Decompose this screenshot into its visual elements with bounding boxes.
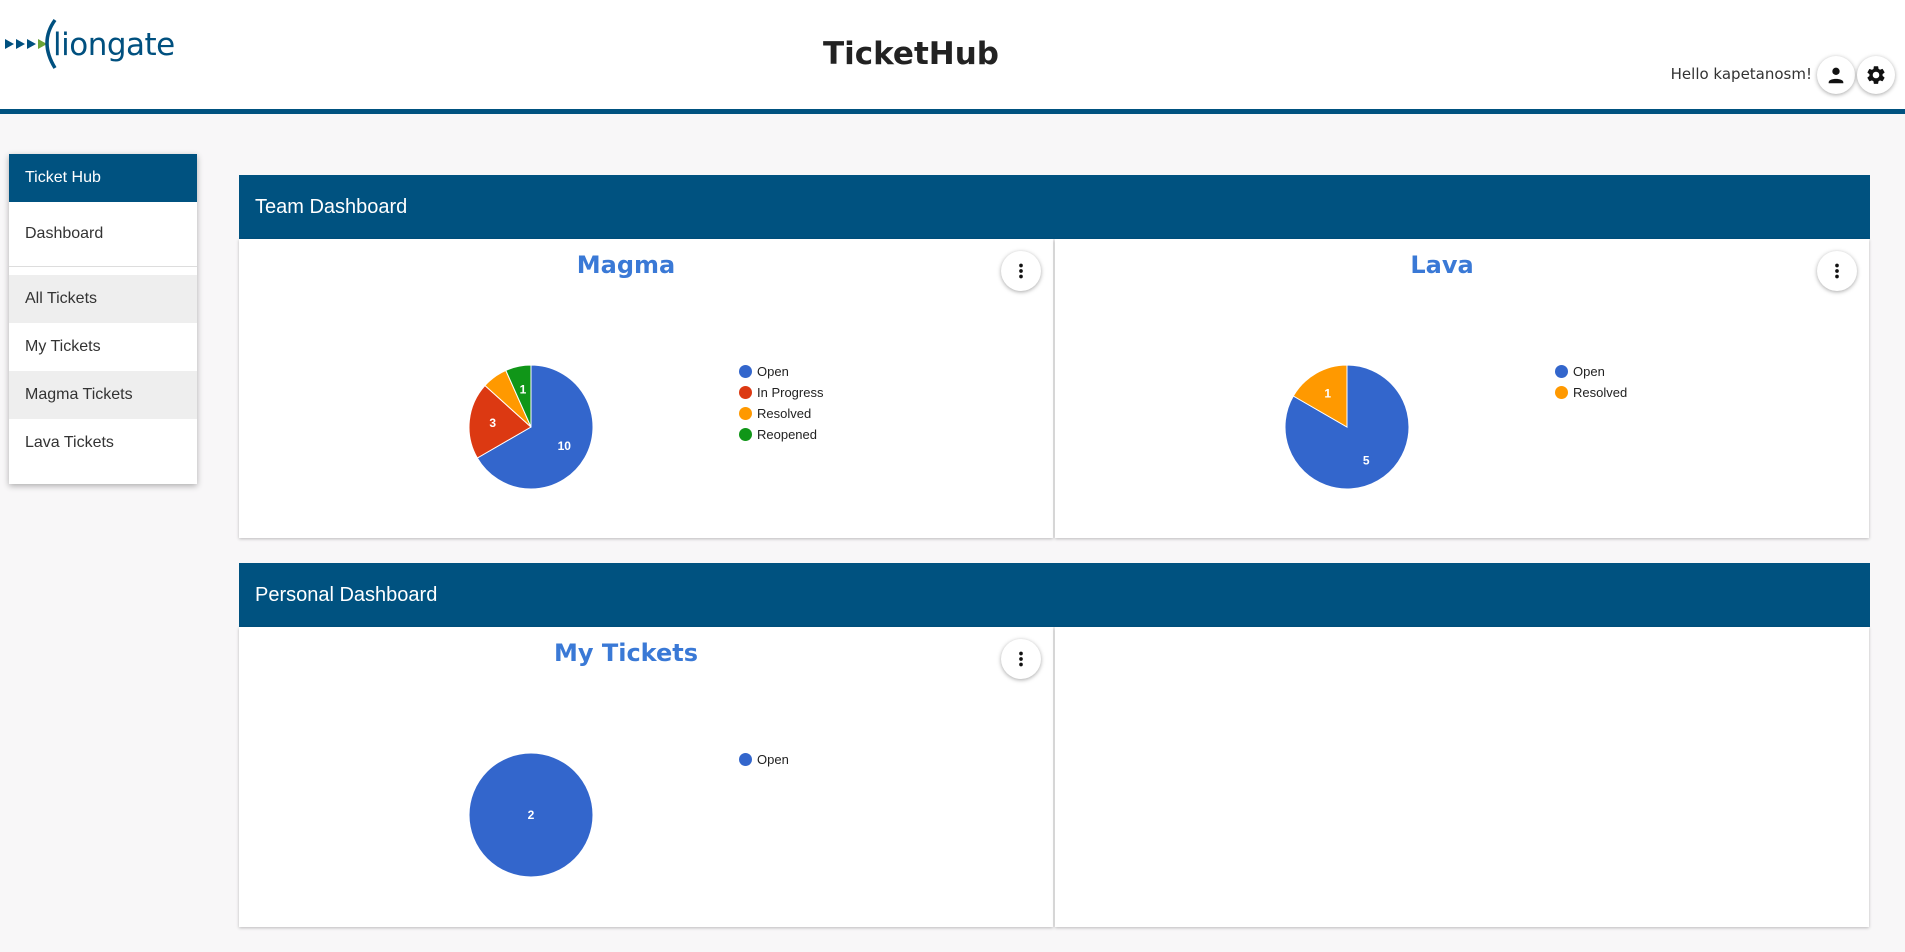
- legend-item-open[interactable]: Open: [1555, 361, 1627, 382]
- legend-swatch: [739, 753, 752, 766]
- empty-card: [1055, 627, 1869, 927]
- personal-dashboard-header: Personal Dashboard: [239, 563, 1870, 627]
- legend-item-reopened[interactable]: Reopened: [739, 424, 823, 445]
- legend-swatch: [739, 407, 752, 420]
- chart-title: Magma: [576, 251, 676, 279]
- legend-swatch: [1555, 386, 1568, 399]
- more-vert-icon: [1019, 263, 1023, 279]
- pie-slice-label-reopened: 1: [520, 382, 527, 396]
- user-profile-button[interactable]: [1817, 56, 1855, 94]
- legend-item-resolved[interactable]: Resolved: [1555, 382, 1627, 403]
- pie-chart: 51: [1284, 364, 1410, 490]
- chart-legend: Open: [739, 749, 789, 770]
- team-dashboard-header: Team Dashboard: [239, 175, 1870, 239]
- legend-label: Resolved: [757, 406, 812, 421]
- app-header: liongate TicketHub Hello kapetanosm!: [0, 0, 1905, 114]
- legend-item-open[interactable]: Open: [739, 361, 823, 382]
- legend-label: Open: [757, 752, 789, 767]
- pie-slice-open[interactable]: [476, 364, 594, 490]
- sidebar-item-magma-tickets[interactable]: Magma Tickets: [9, 371, 197, 419]
- chart-menu-button[interactable]: [1001, 639, 1041, 679]
- legend-swatch: [1555, 365, 1568, 378]
- legend-label: Open: [1573, 364, 1605, 379]
- pie-slice-label-in-progress: 3: [489, 416, 496, 430]
- pie-slice-label-open: 2: [528, 808, 535, 822]
- user-icon: [1828, 67, 1844, 84]
- sidebar-item-lava-tickets[interactable]: Lava Tickets: [25, 434, 114, 451]
- legend-swatch: [739, 386, 752, 399]
- sidebar-divider: [9, 266, 197, 267]
- greeting-text: Hello kapetanosm!: [1670, 65, 1812, 83]
- pie-slice-resolved[interactable]: [1292, 364, 1348, 428]
- sidebar-item-my-tickets[interactable]: My Tickets: [25, 338, 101, 355]
- pie-slice-label-open: 5: [1363, 453, 1370, 467]
- chart-title: Lava: [1410, 251, 1474, 279]
- legend-label: In Progress: [757, 385, 824, 400]
- legend-label: Open: [757, 364, 789, 379]
- liongate-logo[interactable]: liongate: [5, 16, 175, 72]
- pie-slice-label-resolved: 1: [1324, 387, 1331, 401]
- chart-card-my-tickets: My Tickets 2 Open: [239, 627, 1053, 927]
- legend-item-in-progress[interactable]: In Progress: [739, 382, 823, 403]
- sidebar: Ticket Hub Dashboard All Tickets My Tick…: [9, 154, 197, 484]
- legend-label: Resolved: [1573, 385, 1628, 400]
- chart-legend: Open In Progress Resolved Reopened: [739, 361, 823, 445]
- pie-slice-open[interactable]: [468, 752, 594, 878]
- pie-chart: 10 3 1: [468, 364, 594, 490]
- chart-title: My Tickets: [553, 639, 699, 667]
- pie-slice-label-open: 10: [558, 439, 572, 453]
- chart-card-magma: Magma 10 3 1 Open In Progress Resolved Reopen…: [239, 239, 1053, 538]
- logo-arrows-icon: [5, 18, 57, 69]
- more-vert-icon: [1835, 263, 1839, 279]
- chart-menu-button[interactable]: [1001, 251, 1041, 291]
- legend-swatch: [739, 365, 752, 378]
- sidebar-title: Ticket Hub: [9, 154, 197, 202]
- legend-swatch: [739, 428, 752, 441]
- pie-chart: 2: [468, 752, 594, 878]
- legend-item-resolved[interactable]: Resolved: [739, 403, 823, 424]
- settings-button[interactable]: [1857, 56, 1895, 94]
- sidebar-item-dashboard[interactable]: Dashboard: [25, 225, 104, 242]
- legend-label: Reopened: [757, 427, 817, 442]
- sidebar-item-all-tickets[interactable]: All Tickets: [9, 275, 197, 323]
- app-title: TicketHub: [823, 36, 999, 72]
- legend-item-open[interactable]: Open: [739, 749, 789, 770]
- chart-menu-button[interactable]: [1817, 251, 1857, 291]
- pie-slice-in-progress[interactable]: [468, 384, 532, 459]
- chart-legend: Open Resolved: [1555, 361, 1627, 403]
- pie-slice-reopened[interactable]: [505, 364, 532, 428]
- more-vert-icon: [1019, 651, 1023, 667]
- gear-icon: [1867, 66, 1885, 84]
- logo-text: liongate: [53, 27, 175, 63]
